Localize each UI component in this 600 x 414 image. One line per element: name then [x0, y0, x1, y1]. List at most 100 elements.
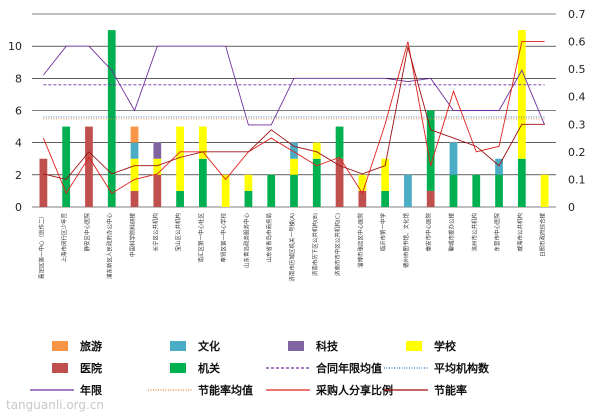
legend-swatch-文化 [170, 341, 186, 351]
bar-文化-16 [404, 174, 412, 207]
legend-swatch-学校 [406, 341, 422, 351]
right-tick-label-6: 0.6 [568, 36, 586, 49]
bar-机关-17 [426, 110, 435, 191]
category-label-9: 山东青岛政务服务中心 [242, 213, 250, 269]
category-label-10: 山东省青岛市商务局 [265, 213, 273, 263]
right-tick-label-5: 0.5 [568, 63, 586, 76]
bar-医院-4 [130, 190, 139, 207]
bar-学校-11 [290, 158, 298, 175]
bar-机关-13 [335, 126, 344, 159]
category-label-21: 威海市公共机构 [516, 213, 524, 252]
bar-学校-21 [517, 30, 526, 159]
left-tick-label-1: 2 [15, 169, 22, 182]
legend-label-文化: 文化 [198, 339, 220, 353]
bar-机关-12 [312, 158, 321, 207]
bar-机关-6 [176, 190, 184, 207]
right-axis-ticks: 0 0.1 0.2 0.3 0.4 0.5 0.6 0.7 [568, 8, 586, 214]
bar-文化-4 [130, 142, 139, 159]
legend-label-科技: 科技 [316, 339, 339, 353]
legend-label-合同年限均值: 合同年限均值 [316, 361, 382, 375]
bar-机关-19 [472, 174, 481, 207]
category-label-20: 东营市中心医院 [493, 213, 501, 252]
category-label-18: 聊城市委办公楼 [447, 213, 455, 252]
category-label-19: 滨州市公共机构 [470, 213, 478, 252]
bar-学校-12 [312, 142, 321, 159]
right-tick-label-3: 0.3 [568, 118, 586, 131]
bar-机关-20 [495, 174, 503, 207]
category-label-8: 奉贤区第一中心学校 [220, 213, 228, 263]
series-lines [42, 41, 546, 195]
bar-医院-14 [358, 190, 367, 207]
bar-医院-0 [39, 158, 48, 207]
bar-机关-1 [62, 126, 71, 207]
legend-label-年限: 年限 [80, 383, 102, 397]
bar-学校-5 [153, 158, 162, 175]
legend-label-节能率: 节能率 [434, 383, 467, 397]
bar-文化-11 [290, 142, 298, 159]
category-label-15: 临沂市第一中学 [379, 213, 387, 252]
bar-机关-7 [198, 158, 207, 207]
bar-学校-7 [198, 126, 207, 159]
bar-机关-18 [449, 174, 458, 207]
legend-label-平均机构数: 平均机构数 [434, 361, 490, 375]
category-label-1: 上海市闵行区少年宫 [60, 213, 68, 263]
legend-swatch-机关 [170, 363, 186, 373]
category-label-3: 浦东新区人民政府办公中心 [106, 213, 114, 280]
right-tick-label-1: 0.1 [568, 173, 586, 186]
category-label-2: 静安区中心医院 [83, 213, 91, 252]
series-line-节能率 [43, 46, 545, 180]
legend-label-采购人分享比例: 采购人分享比例 [315, 383, 393, 397]
bar-机关-15 [381, 190, 390, 207]
bar-医院-13 [335, 158, 344, 207]
legend-label-节能率均值: 节能率均值 [198, 383, 253, 397]
bar-文化-20 [495, 158, 503, 175]
legend-swatch-旅游 [52, 341, 68, 351]
right-tick-label-7: 0.7 [568, 8, 586, 21]
left-axis-ticks: 0 2 4 6 8 10 [8, 40, 22, 214]
bar-学校-8 [221, 174, 230, 207]
bar-医院-5 [153, 174, 162, 207]
watermark: tanguanli.org.cn [6, 398, 105, 412]
legend-label-学校: 学校 [434, 339, 457, 353]
category-label-16: 德州市图书馆、文化馆 [402, 213, 410, 269]
bar-机关-21 [517, 158, 526, 207]
legend-label-旅游: 旅游 [80, 339, 102, 353]
series-line-年限 [43, 45, 546, 126]
bar-学校-14 [358, 174, 367, 191]
bar-机关-11 [290, 174, 298, 207]
bar-学校-6 [176, 126, 184, 191]
right-tick-label-4: 0.4 [568, 91, 586, 104]
category-label-11: 济南市历城区机关一号楼(A) [288, 213, 296, 282]
category-labels: 嘉定区第一中心（创作二） 上海市闵行区少年宫 静安区中心医院 浦东新区人民政府办公中心… [37, 213, 546, 282]
left-tick-label-5: 10 [8, 40, 22, 53]
legend-label-医院: 医院 [80, 361, 102, 375]
right-tick-label-2: 0.2 [568, 146, 586, 159]
category-label-12: 济南市历下区公共机构(B) [311, 213, 319, 276]
category-label-14: 淄博市张店区中心医院 [356, 213, 364, 269]
bar-旅游-4 [130, 126, 139, 143]
category-label-4: 中国科学院科研楼 [129, 213, 137, 258]
category-label-22: 日照市政府综合楼 [539, 213, 547, 258]
bar-科技-5 [153, 142, 162, 159]
left-tick-label-0: 0 [15, 201, 22, 214]
category-label-7: 南汇区第一中心社区 [197, 213, 205, 263]
bar-文化-18 [449, 142, 458, 175]
bar-医院-2 [85, 126, 93, 207]
bar-学校-4 [130, 158, 139, 191]
legend-swatch-科技 [288, 341, 304, 351]
series-line-采购人分享比例 [42, 41, 545, 195]
bar-学校-15 [381, 158, 390, 191]
bar-学校-9 [244, 174, 253, 191]
bar-机关-9 [244, 190, 253, 207]
legend-label-机关: 机关 [198, 361, 220, 375]
legend-swatch-医院 [52, 363, 68, 373]
bar-机关-10 [267, 174, 276, 207]
left-tick-label-3: 6 [15, 105, 22, 118]
category-label-6: 宝山区公共机构 [174, 213, 182, 252]
right-tick-label-0: 0 [568, 201, 575, 214]
left-tick-label-2: 4 [15, 137, 22, 150]
category-label-0: 嘉定区第一中心（创作二） [37, 213, 45, 279]
bar-医院-17 [426, 190, 435, 207]
